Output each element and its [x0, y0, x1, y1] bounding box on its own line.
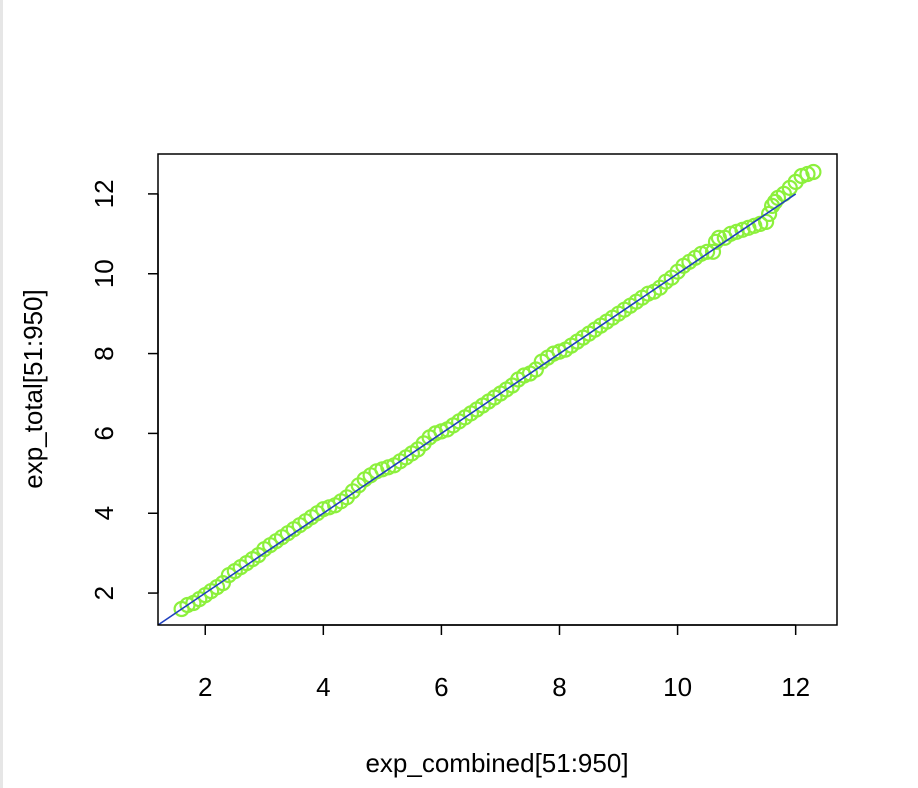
reference-line — [157, 193, 797, 626]
y-axis-title: exp_total[51:950] — [18, 289, 48, 489]
x-axis: 2 4 6 8 10 12 — [198, 624, 810, 702]
x-tick-label: 10 — [663, 672, 692, 702]
y-tick-label: 6 — [89, 426, 119, 440]
data-point — [707, 233, 725, 250]
x-tick-label: 4 — [316, 672, 330, 702]
data-points — [173, 163, 822, 618]
y-tick-label: 10 — [89, 259, 119, 288]
x-tick-label: 8 — [552, 672, 566, 702]
y-tick-label: 4 — [89, 506, 119, 520]
y-tick-label: 8 — [89, 346, 119, 360]
data-point — [757, 213, 775, 230]
y-tick-label: 2 — [89, 586, 119, 600]
x-tick-label: 6 — [434, 672, 448, 702]
y-tick-label: 12 — [89, 179, 119, 208]
data-point — [704, 243, 722, 260]
data-point — [766, 193, 784, 210]
x-tick-label: 12 — [781, 672, 810, 702]
x-axis-title: exp_combined[51:950] — [365, 748, 628, 778]
data-point — [805, 163, 822, 181]
y-axis: 2 4 6 8 10 12 — [89, 179, 159, 600]
window-edge — [0, 0, 3, 788]
x-tick-label: 2 — [198, 672, 212, 702]
data-point — [698, 243, 716, 260]
